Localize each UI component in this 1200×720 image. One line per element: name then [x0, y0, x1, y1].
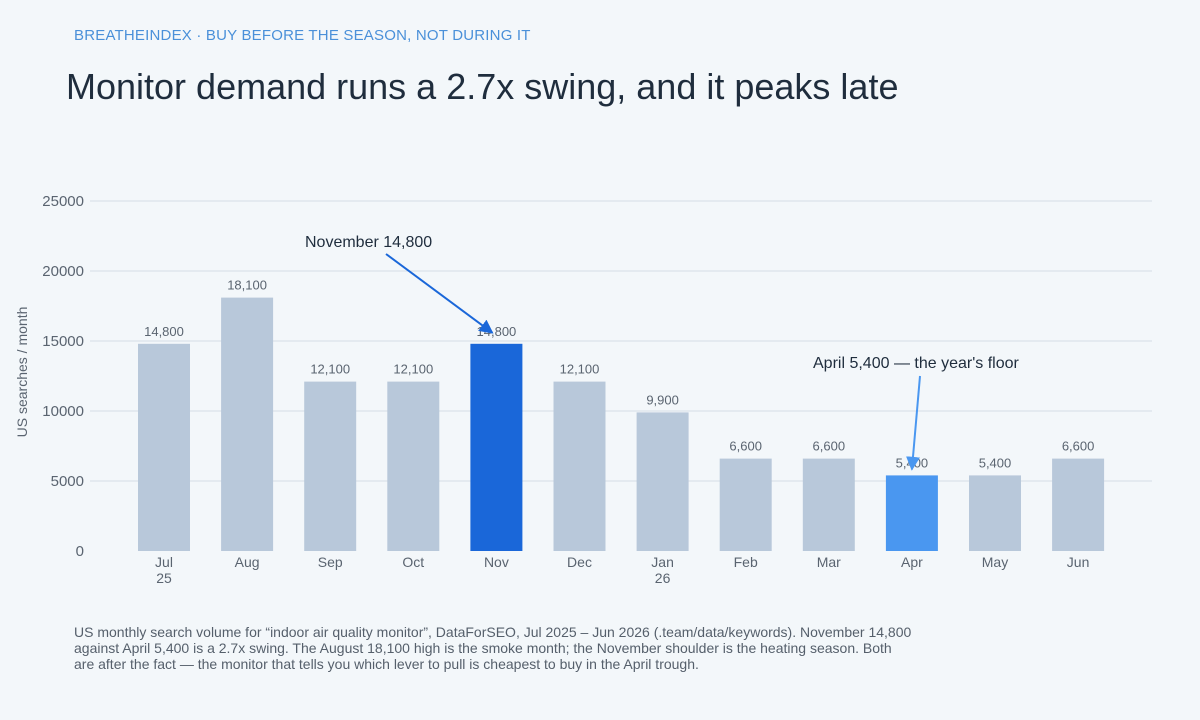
chart-caption: US monthly search volume for “indoor air… — [74, 624, 912, 672]
bar — [719, 458, 772, 551]
y-tick-label: 25000 — [42, 193, 84, 210]
x-tick-label: 25 — [156, 570, 172, 586]
bar-value-label: 14,800 — [144, 324, 184, 339]
chart-kicker: BREATHEINDEX · BUY BEFORE THE SEASON, NO… — [74, 27, 531, 44]
bar-value-label: 6,600 — [729, 439, 762, 454]
bar — [221, 297, 274, 551]
x-tick-label: Aug — [235, 554, 260, 570]
bar-value-label: 6,600 — [813, 439, 846, 454]
bar-value-label: 9,900 — [646, 392, 679, 407]
y-tick-label: 0 — [76, 543, 84, 560]
x-tick-label: Jan — [651, 554, 674, 570]
x-tick-label: Jun — [1067, 554, 1090, 570]
bar-value-label: 12,100 — [560, 362, 600, 377]
bar-value-label: 18,100 — [227, 278, 267, 293]
annotation-peak-arrow — [385, 253, 494, 334]
bar — [969, 475, 1021, 551]
bar — [387, 381, 440, 551]
bar — [304, 381, 357, 551]
chart-title: Monitor demand runs a 2.7x swing, and it… — [66, 66, 899, 107]
bar — [885, 475, 938, 551]
bar — [636, 412, 689, 551]
bar — [470, 343, 523, 551]
annotation-peak-label: November 14,800 — [305, 234, 432, 251]
bar — [553, 381, 606, 551]
y-tick-label: 10000 — [42, 403, 84, 420]
y-tick-label: 20000 — [42, 263, 84, 280]
x-tick-label: Mar — [817, 554, 841, 570]
x-tick-label: Feb — [734, 554, 758, 570]
bar — [138, 343, 190, 551]
bar — [1052, 458, 1105, 551]
bar-value-label: 12,100 — [310, 362, 350, 377]
x-tick-label: Nov — [484, 554, 509, 570]
x-tick-label: Dec — [567, 554, 592, 570]
bar-value-label: 6,600 — [1062, 439, 1095, 454]
x-tick-label: May — [982, 554, 1008, 570]
x-tick-label: Sep — [318, 554, 343, 570]
annotation-floor-arrow — [906, 375, 921, 471]
bar-value-label: 12,100 — [393, 362, 433, 377]
x-tick-label: Oct — [402, 554, 424, 570]
y-axis-label: US searches / month — [14, 307, 30, 438]
y-tick-label: 5000 — [51, 473, 84, 490]
annotation-floor-label: April 5,400 — the year's floor — [813, 355, 1019, 372]
bar-value-label: 5,400 — [979, 455, 1012, 470]
y-tick-label: 15000 — [42, 333, 84, 350]
x-tick-label: 26 — [655, 570, 671, 586]
bar — [802, 458, 855, 551]
x-tick-label: Apr — [901, 554, 923, 570]
x-tick-label: Jul — [155, 554, 173, 570]
